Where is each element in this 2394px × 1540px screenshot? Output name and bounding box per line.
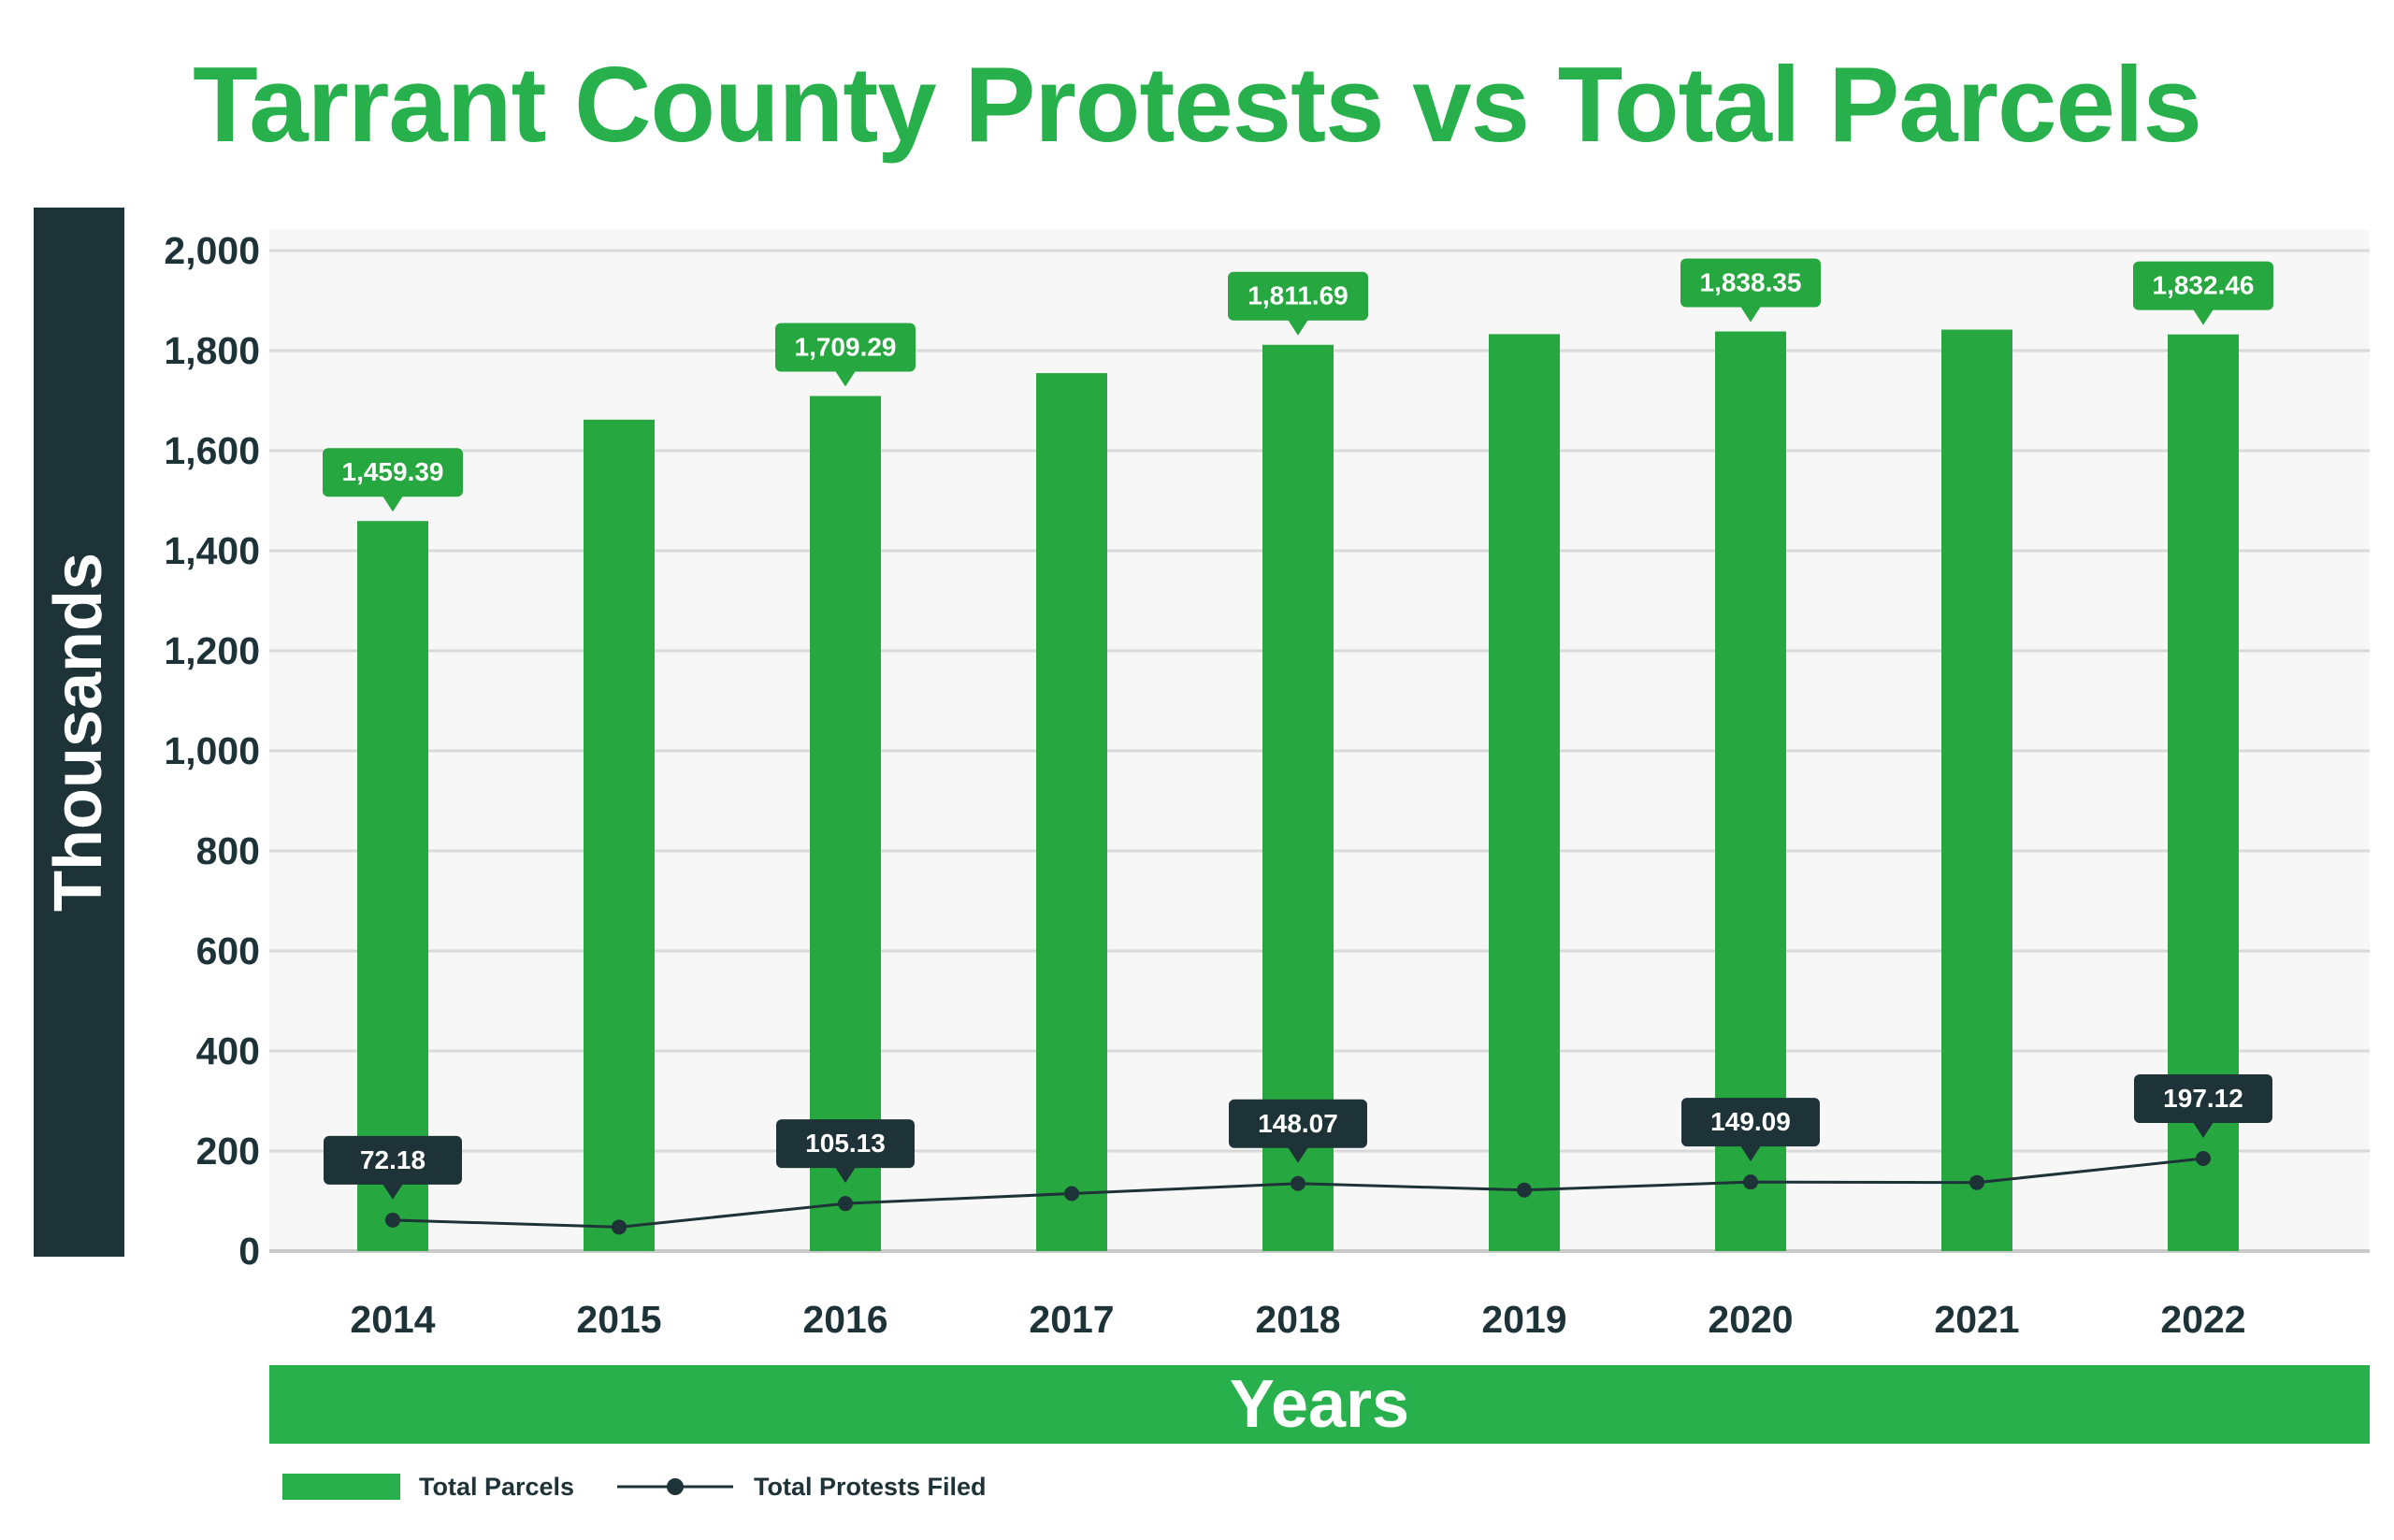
x-tick-label: 2020 bbox=[1708, 1298, 1793, 1341]
y-tick-label: 400 bbox=[196, 1029, 260, 1072]
bar-total-parcels bbox=[357, 521, 428, 1251]
svg-text:1,459.39: 1,459.39 bbox=[342, 457, 444, 486]
svg-text:1,709.29: 1,709.29 bbox=[795, 333, 897, 362]
y-tick-label: 600 bbox=[196, 929, 260, 972]
bar-total-parcels bbox=[584, 419, 655, 1252]
point-total-protests bbox=[1743, 1174, 1758, 1190]
point-total-protests bbox=[612, 1219, 627, 1235]
legend-swatch-bar bbox=[282, 1474, 400, 1500]
y-tick-label: 2,000 bbox=[164, 229, 260, 272]
data-label-total-parcels: 1,838.35 bbox=[1680, 258, 1821, 323]
point-total-protests bbox=[1517, 1182, 1532, 1198]
data-label-total-parcels: 1,832.46 bbox=[2133, 261, 2273, 325]
data-label-total-protests: 197.12 bbox=[2134, 1074, 2272, 1139]
x-axis-label: Years bbox=[1229, 1367, 1410, 1442]
x-tick-label: 2017 bbox=[1029, 1298, 1114, 1341]
y-tick-label: 1,800 bbox=[164, 329, 260, 372]
data-label-total-parcels: 1,709.29 bbox=[775, 323, 916, 387]
legend-label-total-parcels: Total Parcels bbox=[419, 1472, 575, 1501]
bar-total-parcels bbox=[1941, 329, 2012, 1251]
bar-total-parcels bbox=[1036, 373, 1107, 1251]
point-total-protests bbox=[1291, 1175, 1305, 1191]
point-total-protests bbox=[1064, 1186, 1079, 1202]
x-tick-label: 2021 bbox=[1934, 1298, 2019, 1341]
svg-text:148.07: 148.07 bbox=[1258, 1109, 1338, 1138]
x-tick-label: 2018 bbox=[1255, 1298, 1340, 1341]
svg-text:149.09: 149.09 bbox=[1710, 1107, 1791, 1136]
data-label-total-parcels: 1,459.39 bbox=[323, 448, 463, 512]
x-tick-label: 2015 bbox=[576, 1298, 661, 1341]
data-label-total-protests: 105.13 bbox=[776, 1119, 915, 1184]
x-tick-label: 2022 bbox=[2160, 1298, 2245, 1341]
y-axis-label-band bbox=[34, 208, 124, 1257]
chart-title: Tarrant County Protests vs Total Parcels bbox=[193, 46, 2202, 165]
svg-text:1,832.46: 1,832.46 bbox=[2153, 271, 2255, 300]
legend-swatch-line bbox=[617, 1478, 733, 1495]
svg-text:105.13: 105.13 bbox=[805, 1129, 886, 1158]
bar-total-parcels bbox=[1489, 334, 1560, 1252]
svg-text:72.18: 72.18 bbox=[360, 1145, 425, 1174]
svg-text:197.12: 197.12 bbox=[2163, 1084, 2243, 1113]
y-tick-label: 800 bbox=[196, 829, 260, 872]
svg-text:1,811.69: 1,811.69 bbox=[1247, 281, 1348, 310]
data-label-total-protests: 148.07 bbox=[1229, 1099, 1367, 1163]
x-tick-label: 2014 bbox=[350, 1298, 435, 1341]
x-tick-label: 2016 bbox=[802, 1298, 887, 1341]
y-tick-label: 1,200 bbox=[164, 629, 260, 672]
legend-item-total-protests: Total Protests Filed bbox=[617, 1470, 987, 1504]
point-total-protests bbox=[385, 1212, 400, 1228]
x-axis-label-band: Years bbox=[269, 1365, 2370, 1444]
point-total-protests bbox=[1969, 1174, 1984, 1190]
y-tick-label: 1,400 bbox=[164, 529, 260, 572]
data-label-total-parcels: 1,811.69 bbox=[1228, 271, 1368, 336]
bar-total-parcels bbox=[1715, 331, 1786, 1251]
svg-text:1,838.35: 1,838.35 bbox=[1700, 267, 1802, 296]
y-tick-label: 0 bbox=[238, 1230, 260, 1273]
y-tick-label: 1,600 bbox=[164, 429, 260, 472]
bar-total-parcels bbox=[810, 396, 881, 1251]
legend-label-total-protests: Total Protests Filed bbox=[754, 1472, 987, 1501]
data-label-total-protests: 72.18 bbox=[324, 1135, 462, 1200]
point-total-protests bbox=[2196, 1151, 2211, 1167]
x-tick-label: 2019 bbox=[1481, 1298, 1566, 1341]
point-total-protests bbox=[838, 1196, 853, 1212]
y-tick-label: 1,000 bbox=[164, 729, 260, 772]
y-tick-label: 200 bbox=[196, 1130, 260, 1173]
chart-svg: 0 200 400 600 800 1,000 1,200 1,400 1,600 1,800 2,… bbox=[164, 229, 2370, 1341]
legend-item-total-parcels: Total Parcels bbox=[282, 1470, 574, 1504]
data-label-total-protests: 149.09 bbox=[1681, 1098, 1820, 1162]
